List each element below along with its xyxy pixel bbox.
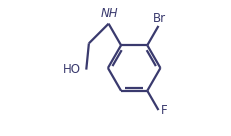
- Text: HO: HO: [63, 63, 81, 76]
- Text: Br: Br: [153, 12, 166, 25]
- Text: NH: NH: [100, 7, 118, 20]
- Text: F: F: [161, 103, 167, 117]
